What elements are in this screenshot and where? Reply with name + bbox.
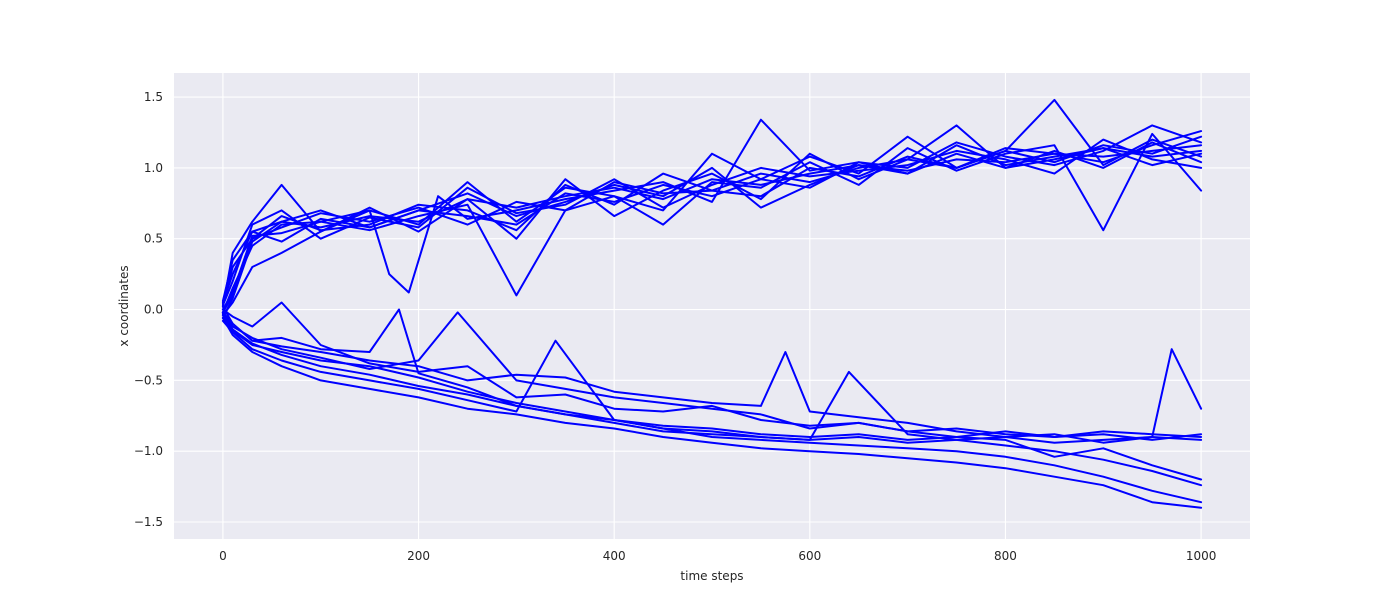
series-line-10 <box>221 144 1203 319</box>
series-line-9 <box>221 132 1203 311</box>
x-tick-label: 400 <box>603 549 626 563</box>
series-line-14 <box>221 317 1203 509</box>
series-line-2 <box>221 98 1203 308</box>
x-tick-labels: 0 200 400 600 800 1000 <box>219 549 1216 563</box>
series-group <box>221 98 1203 509</box>
series-line-3 <box>221 135 1203 314</box>
x-tick-label: 1000 <box>1186 549 1217 563</box>
x-tick-label: 0 <box>219 549 227 563</box>
y-tick-label: −1.5 <box>134 515 163 529</box>
y-tick-label: 1.5 <box>144 90 163 104</box>
plot-area <box>174 73 1250 539</box>
y-tick-labels: −1.5 −1.0 −0.5 0.0 0.5 1.0 1.5 <box>134 90 163 529</box>
y-tick-label: 0.0 <box>144 303 163 317</box>
series-line-18 <box>221 312 1203 487</box>
series-line-12 <box>221 314 1203 441</box>
series-line-16 <box>221 305 1203 444</box>
y-axis-label: x coordinates <box>117 265 131 346</box>
series-line-17 <box>221 319 1203 504</box>
x-tick-label: 800 <box>994 549 1017 563</box>
y-tick-label: 1.0 <box>144 161 163 175</box>
series-line-15 <box>221 311 1203 481</box>
y-tick-label: −1.0 <box>134 444 163 458</box>
series-line-6 <box>221 138 1203 307</box>
x-tick-label: 600 <box>798 549 821 563</box>
y-tick-label: −0.5 <box>134 373 163 387</box>
x-tick-label: 200 <box>407 549 430 563</box>
x-axis-label: time steps <box>680 569 743 583</box>
y-tick-label: 0.5 <box>144 232 163 246</box>
